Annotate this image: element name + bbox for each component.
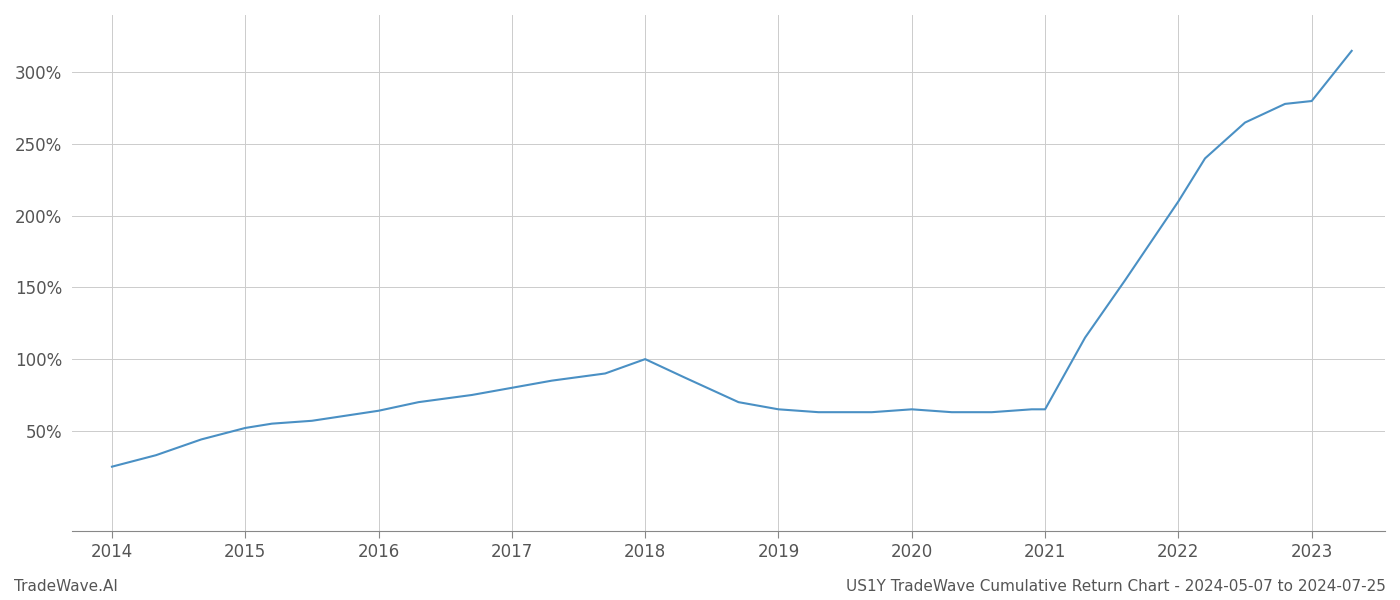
Text: US1Y TradeWave Cumulative Return Chart - 2024-05-07 to 2024-07-25: US1Y TradeWave Cumulative Return Chart -… (846, 579, 1386, 594)
Text: TradeWave.AI: TradeWave.AI (14, 579, 118, 594)
